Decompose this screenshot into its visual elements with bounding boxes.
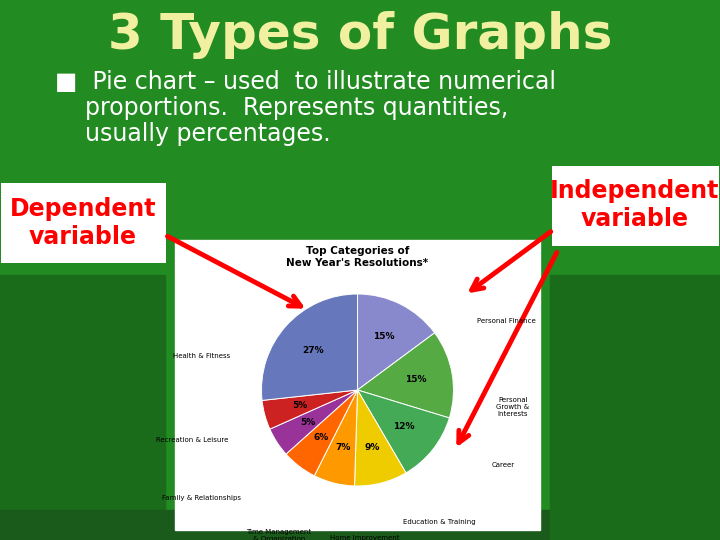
Text: Time Management
& Organization: Time Management & Organization — [246, 529, 311, 540]
Wedge shape — [354, 390, 406, 486]
Text: 5%: 5% — [292, 401, 307, 410]
Text: 3 Types of Graphs: 3 Types of Graphs — [108, 11, 612, 59]
Text: Personal
Growth &
Interests: Personal Growth & Interests — [497, 397, 530, 417]
Text: Career: Career — [492, 462, 515, 468]
Text: Health & Fitness: Health & Fitness — [174, 353, 230, 360]
Text: 15%: 15% — [374, 332, 395, 341]
Wedge shape — [315, 390, 358, 486]
FancyBboxPatch shape — [552, 166, 719, 246]
Text: 27%: 27% — [302, 346, 324, 355]
Wedge shape — [286, 390, 358, 476]
Bar — [0, 510, 720, 540]
Text: ■  Pie chart – used  to illustrate numerical: ■ Pie chart – used to illustrate numeric… — [55, 70, 556, 94]
Wedge shape — [358, 390, 449, 473]
Text: Personal Finance: Personal Finance — [477, 318, 536, 324]
Wedge shape — [262, 390, 358, 429]
Text: Recreation & Leisure: Recreation & Leisure — [156, 437, 228, 443]
Text: 7%: 7% — [335, 443, 351, 452]
Wedge shape — [358, 294, 435, 390]
Wedge shape — [358, 333, 454, 418]
Text: 9%: 9% — [364, 443, 380, 452]
Text: 12%: 12% — [393, 422, 415, 431]
Text: Family & Relationships: Family & Relationships — [163, 495, 241, 501]
Text: Dependent
variable: Dependent variable — [10, 197, 156, 249]
Text: 15%: 15% — [405, 375, 427, 384]
Text: 6%: 6% — [314, 433, 329, 442]
Text: Home Improvement
& Real Estate: Home Improvement & Real Estate — [330, 535, 400, 540]
FancyBboxPatch shape — [1, 183, 166, 263]
Bar — [0, 275, 165, 540]
Wedge shape — [261, 294, 358, 401]
Title: Top Categories of
New Year's Resolutions*: Top Categories of New Year's Resolutions… — [287, 246, 428, 268]
Text: proportions.  Represents quantities,: proportions. Represents quantities, — [55, 96, 508, 120]
Bar — [175, 240, 540, 530]
Text: usually percentages.: usually percentages. — [55, 122, 330, 146]
Text: Independent
variable: Independent variable — [550, 179, 720, 231]
Wedge shape — [270, 390, 358, 454]
Text: 5%: 5% — [300, 418, 315, 427]
Text: Education & Training: Education & Training — [402, 519, 475, 525]
Bar — [550, 275, 720, 540]
